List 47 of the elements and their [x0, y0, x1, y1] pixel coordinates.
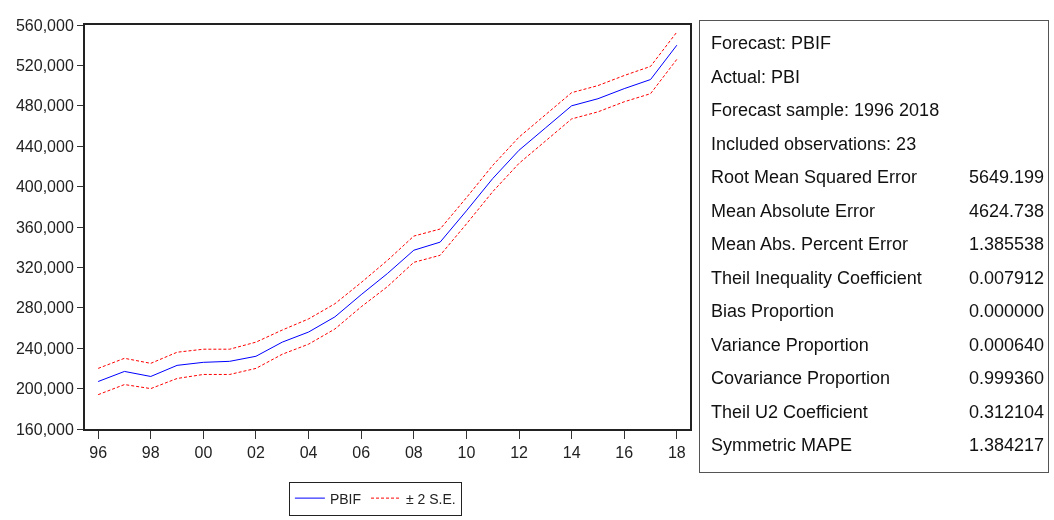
y-tick-label: 240,000 [15, 339, 74, 357]
category-label: Actual: PBI [711, 66, 801, 87]
text: 5649.199 [968, 167, 1044, 187]
category-label: Covariance Proportion [711, 368, 891, 388]
category-label: Forecast: PBIF [711, 33, 832, 53]
y-tick-label: 200,000 [15, 380, 74, 398]
text: 0.999360 [968, 368, 1044, 388]
legend-label: ± 2 S.E. [406, 490, 456, 507]
x-tick-label: 18 [667, 444, 686, 462]
category-label: Mean Absolute Error [711, 200, 876, 221]
category-label: Symmetric MAPE [711, 435, 853, 455]
text: 0.000640 [968, 334, 1044, 355]
y-tick-label: 280,000 [15, 299, 74, 317]
y-tick-label: 360,000 [15, 218, 74, 236]
category-label: Mean Abs. Percent Error [711, 234, 909, 254]
category-label: Root Mean Squared Error [711, 167, 918, 187]
y-tick-label: 520,000 [15, 57, 74, 74]
text: 1.384217 [968, 435, 1044, 455]
category-label: Theil Inequality Coefficient [711, 267, 922, 288]
x-tick-label: 04 [299, 444, 318, 462]
x-tick-label: 16 [615, 444, 634, 462]
x-tick-label: 96 [89, 444, 108, 462]
y-tick-label: 440,000 [15, 137, 74, 155]
y-tick-label: 400,000 [15, 178, 74, 196]
category-label: Bias Proportion [711, 301, 835, 321]
x-tick-label: 08 [404, 444, 423, 462]
x-tick-label: 98 [141, 444, 160, 462]
x-tick-label: 00 [194, 444, 213, 462]
legend-label: PBIF [329, 490, 362, 507]
y-tick-label: 560,000 [15, 16, 74, 34]
x-tick-label: 12 [510, 444, 529, 462]
x-tick-label: 14 [562, 444, 581, 462]
x-tick-label: 06 [352, 444, 371, 462]
y-tick-label: 480,000 [15, 97, 74, 115]
category-label: Theil U2 Coefficient [711, 401, 868, 422]
text: 0.312104 [968, 401, 1044, 422]
text: 4624.738 [968, 200, 1044, 221]
text: 0.007912 [968, 267, 1044, 288]
x-tick-label: 10 [457, 444, 476, 462]
y-tick-label: 160,000 [15, 420, 74, 438]
y-tick-label: 320,000 [15, 259, 74, 276]
category-label: Included observations: 23 [711, 133, 917, 154]
x-tick-label: 02 [247, 444, 265, 462]
category-label: Forecast sample: 1996 2018 [711, 100, 940, 120]
text: 1.385538 [968, 234, 1044, 254]
category-label: Variance Proportion [711, 334, 869, 355]
text: 0.000000 [968, 301, 1044, 321]
